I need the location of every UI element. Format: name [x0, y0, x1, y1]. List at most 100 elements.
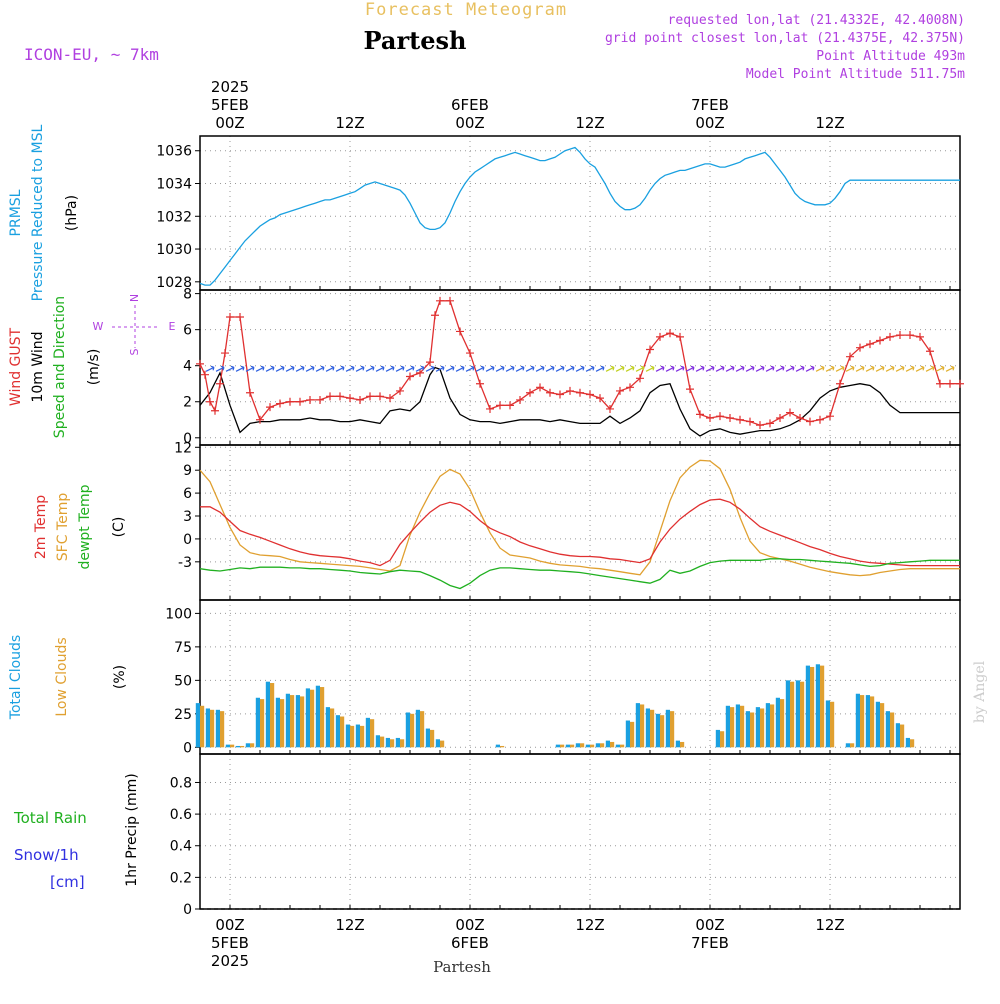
wind_gust-point	[596, 394, 604, 403]
low-cloud-bar	[200, 705, 205, 748]
top-time-label: 00Z	[455, 114, 484, 132]
wind-arrow	[285, 365, 295, 372]
compass-s: S	[128, 348, 141, 355]
top-time-label: 00Z	[215, 114, 244, 132]
wind-arrow	[475, 365, 485, 372]
total-cloud-bar	[905, 737, 910, 748]
wind_gust-point	[726, 413, 734, 422]
wind_gust-point	[836, 379, 844, 388]
wind_gust-point	[546, 388, 554, 397]
wind_gust-point	[846, 352, 854, 361]
panel-label: 1hr Precip (mm)	[124, 773, 140, 886]
wind-arrow	[415, 365, 425, 372]
total-cloud-bar	[255, 697, 260, 748]
total-cloud-bar	[855, 693, 860, 748]
panel-label: Low Clouds	[54, 637, 70, 716]
wind_gust-point	[216, 379, 224, 388]
model-altitude: Model Point Altitude 511.75m	[746, 67, 965, 82]
total-cloud-bar	[335, 715, 340, 748]
wind_gust-point	[656, 332, 664, 341]
total-cloud-bar	[425, 728, 430, 748]
low-cloud-bar	[580, 743, 585, 748]
low-cloud-bar	[800, 681, 805, 748]
wind-arrow	[745, 365, 755, 372]
wind-arrow	[695, 365, 705, 372]
wind_gust-point	[536, 383, 544, 392]
wind-arrow	[435, 365, 445, 372]
total-cloud-bar	[605, 740, 610, 748]
low-cloud-bar	[660, 715, 665, 748]
wind-arrow	[335, 365, 345, 372]
low-cloud-bar	[620, 744, 625, 748]
low-cloud-bar	[830, 701, 835, 748]
wind-arrow	[505, 365, 515, 372]
total-cloud-bar	[735, 704, 740, 748]
top-time-label: 00Z	[695, 114, 724, 132]
wind-arrow	[855, 365, 865, 372]
ytick-label: 0.6	[170, 807, 192, 823]
total-cloud-bar	[775, 697, 780, 748]
ytick-label: -3	[178, 555, 192, 571]
wind-arrow	[455, 365, 465, 372]
wind_gust-point	[201, 370, 209, 379]
wind_gust-point	[366, 392, 374, 401]
low-cloud-bar	[880, 703, 885, 748]
wind-arrow	[905, 365, 915, 372]
total-cloud-bar	[645, 708, 650, 748]
wind-arrow	[555, 365, 565, 372]
total-cloud-bar	[435, 739, 440, 748]
wind-arrow	[675, 365, 685, 372]
wind-arrow	[425, 365, 435, 372]
wind_gust-point	[766, 419, 774, 428]
total-cloud-bar	[865, 695, 870, 748]
low-cloud-bar	[820, 665, 825, 748]
low-cloud-bar	[280, 699, 285, 748]
wind_gust-line	[199, 300, 960, 426]
total-cloud-bar	[625, 720, 630, 748]
wind-arrow	[665, 365, 675, 372]
wind-arrow	[685, 365, 695, 372]
wind_gust-point	[826, 412, 834, 421]
low-cloud-bar	[590, 744, 595, 748]
total-cloud-bar	[495, 744, 500, 748]
panel-label: (%)	[112, 665, 128, 689]
grid-point: grid point closest lon,lat (21.4375E, 42…	[605, 31, 965, 46]
wind-arrow	[325, 365, 335, 372]
low-cloud-bar	[410, 713, 415, 748]
total-cloud-bar	[385, 737, 390, 748]
wind_gust-point	[276, 399, 284, 408]
low-cloud-bar	[760, 708, 765, 748]
total-cloud-bar	[755, 707, 760, 748]
wind-arrow	[395, 365, 405, 372]
total-cloud-bar	[825, 700, 830, 748]
wind-arrow	[805, 365, 815, 372]
total-cloud-bar	[355, 724, 360, 748]
series-wind_10m	[199, 366, 960, 437]
wind-arrow	[225, 365, 235, 372]
total-cloud-bar	[345, 724, 350, 748]
wind_gust-point	[666, 329, 674, 338]
bottom-time-label: 12Z	[335, 916, 364, 934]
wind_gust-point	[356, 395, 364, 404]
top-title: Forecast Meteogram	[365, 0, 567, 20]
wind_gust-point	[516, 395, 524, 404]
wind_gust-point	[776, 413, 784, 422]
wind_gust-point	[376, 392, 384, 401]
wind-arrow	[755, 365, 765, 372]
low-cloud-bar	[740, 705, 745, 748]
total-cloud-bar	[725, 705, 730, 748]
wind-arrow	[205, 365, 215, 372]
wind-arrow	[915, 365, 925, 372]
wind-arrow	[615, 365, 625, 372]
wind-arrow	[525, 365, 535, 372]
wind-arrow	[565, 365, 575, 372]
wind-arrow	[355, 365, 365, 372]
wind-arrow	[495, 365, 505, 372]
total-cloud-bar	[245, 743, 250, 748]
wind-arrow	[515, 365, 525, 372]
ytick-label: 0	[183, 431, 192, 447]
low-cloud-bar	[330, 708, 335, 748]
low-cloud-bar	[570, 744, 575, 748]
wind-arrow	[235, 365, 245, 372]
